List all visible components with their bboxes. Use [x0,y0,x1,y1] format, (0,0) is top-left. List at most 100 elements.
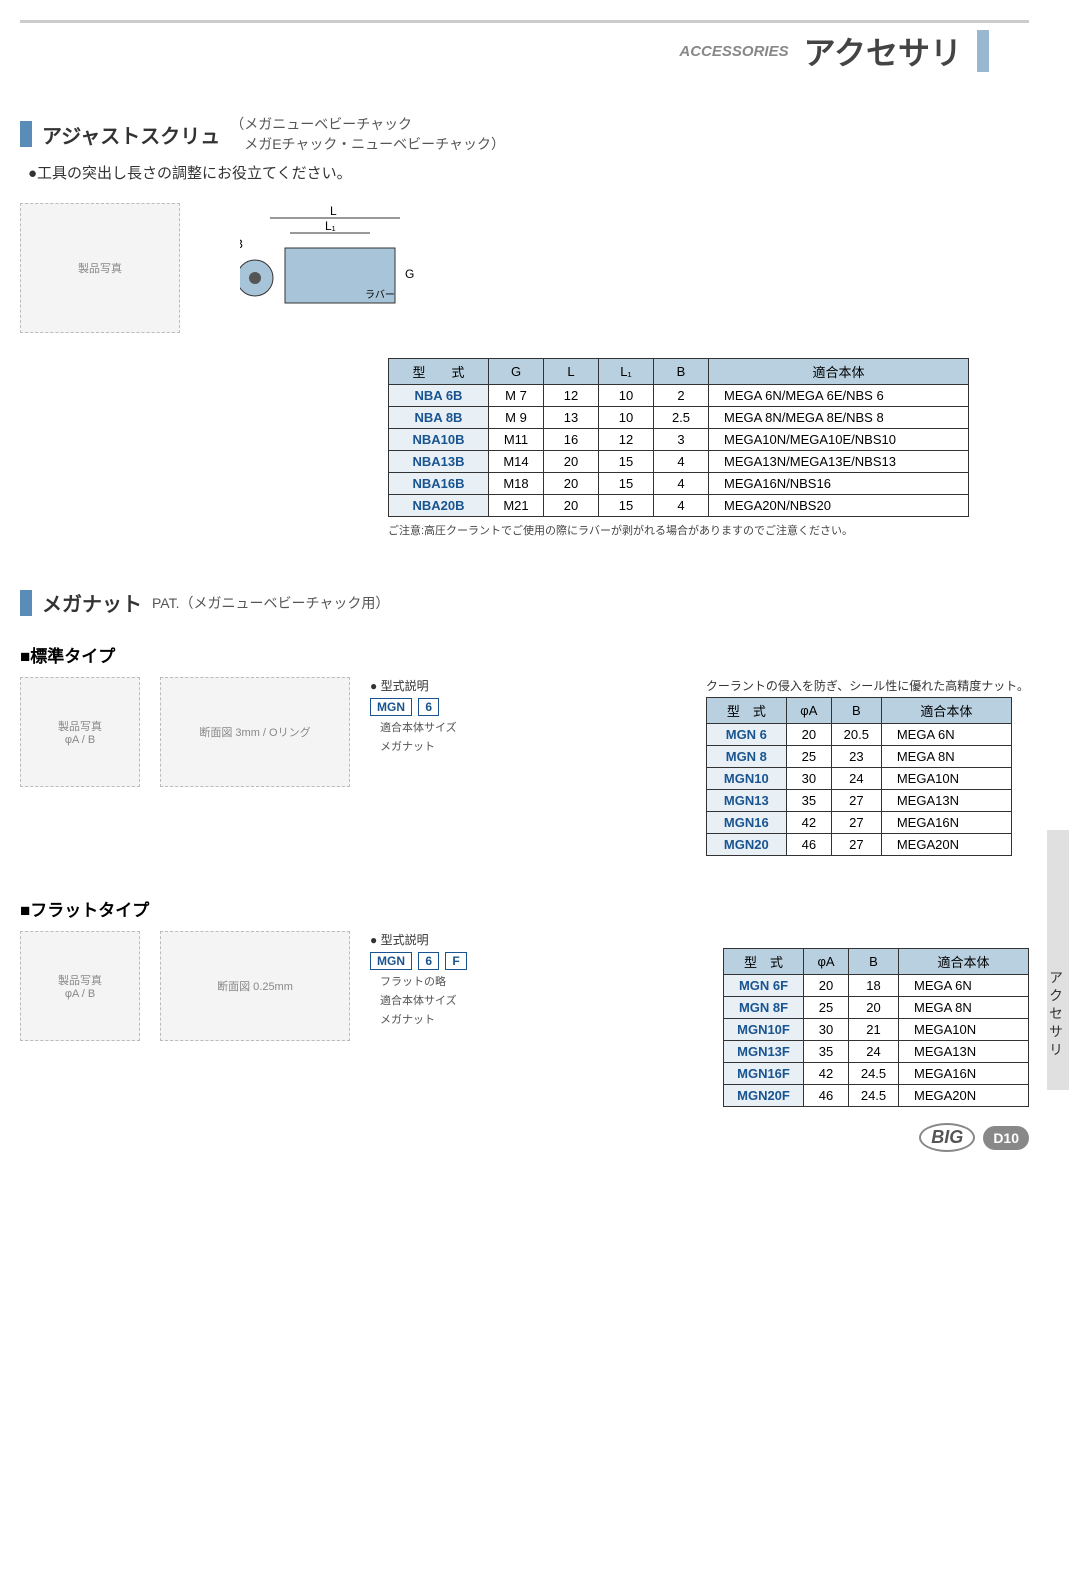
section1-title-text: アジャストスクリュ [42,120,220,149]
table-cell: NBA13B [389,451,489,473]
cross-section-std: 断面図 3mm / Oリング [160,677,350,787]
table-cell: MEGA 6N [881,724,1011,746]
table-cell: MEGA13N/MEGA13E/NBS13 [709,451,969,473]
table-row: MGN164227MEGA16N [706,812,1011,834]
table-header: B [654,359,709,385]
table-cell: 4 [654,451,709,473]
table-cell: MEGA 6N/MEGA 6E/NBS 6 [709,385,969,407]
table-row: MGN103024MEGA10N [706,768,1011,790]
section1-desc: ●工具の突出し長さの調整にお役立てください。 [28,162,1029,183]
table-cell: 2.5 [654,407,709,429]
meganut-flat-table: 型 式φAB適合本体MGN 6F2018MEGA 6NMGN 8F2520MEG… [723,948,1029,1107]
table-cell: 20 [544,495,599,517]
table-cell: 23 [831,746,881,768]
table-header: φA [804,949,849,975]
table-cell: 21 [849,1019,899,1041]
brand-logo: BIG [919,1123,975,1152]
section1-title: アジャストスクリュ （メガニューベビーチャック メガEチャック・ニューベビーチャ… [20,114,1029,154]
table-cell: 42 [786,812,831,834]
table-header: 適合本体 [899,949,1029,975]
model-explain-std: ● 型式説明 MGN 6 適合本体サイズ メガナット [370,677,457,754]
table-row: MGN13F3524MEGA13N [724,1041,1029,1063]
table-cell: MEGA13N [881,790,1011,812]
table-cell: M 7 [489,385,544,407]
table-row: NBA10BM1116123MEGA10N/MEGA10E/NBS10 [389,429,969,451]
table-cell: M18 [489,473,544,495]
table-cell: MEGA10N [899,1019,1029,1041]
table-row: NBA 8BM 913102.5MEGA 8N/MEGA 8E/NBS 8 [389,407,969,429]
table-cell: MEGA 8N [881,746,1011,768]
dim-B: B [240,237,243,251]
table-cell: MGN20 [706,834,786,856]
table-cell: NBA20B [389,495,489,517]
table-cell: NBA 6B [389,385,489,407]
table-cell: 13 [544,407,599,429]
section1-paren: （メガニューベビーチャック メガEチャック・ニューベビーチャック） [230,114,505,154]
table-cell: MGN16F [724,1063,804,1085]
table-cell: 2 [654,385,709,407]
table-cell: 30 [786,768,831,790]
table-cell: MEGA10N/MEGA10E/NBS10 [709,429,969,451]
table-cell: 27 [831,812,881,834]
table-header: 適合本体 [881,698,1011,724]
table-cell: 20 [544,451,599,473]
table-cell: 24 [831,768,881,790]
table-cell: 20 [544,473,599,495]
product-photo-nut-flat: 製品写真φA / B [20,931,140,1041]
table-cell: 27 [831,834,881,856]
table-cell: 25 [786,746,831,768]
table-cell: NBA 8B [389,407,489,429]
table-cell: M11 [489,429,544,451]
table-cell: 12 [544,385,599,407]
header-title: アクセサリ [804,28,962,74]
table-cell: MEGA16N [881,812,1011,834]
table-cell: 27 [831,790,881,812]
table-row: MGN133527MEGA13N [706,790,1011,812]
table-header: φA [786,698,831,724]
table-cell: MEGA16N [899,1063,1029,1085]
table-cell: MEGA20N [881,834,1011,856]
table-cell: MEGA20N [899,1085,1029,1107]
table-cell: MEGA20N/NBS20 [709,495,969,517]
model-explain-flat: ● 型式説明 MGN 6 F フラットの略 適合本体サイズ メガナット [370,931,470,1027]
table-cell: MEGA10N [881,768,1011,790]
table-header: 適合本体 [709,359,969,385]
table-cell: NBA10B [389,429,489,451]
title-bar-icon [20,590,32,616]
table-cell: MGN13 [706,790,786,812]
adjust-screw-table: 型 式GLL₁B適合本体NBA 6BM 712102MEGA 6N/MEGA 6… [388,358,969,517]
table-cell: MEGA 8N [899,997,1029,1019]
table-row: NBA20BM2120154MEGA20N/NBS20 [389,495,969,517]
product-photo-screws: 製品写真 [20,203,180,333]
table-cell: 35 [804,1041,849,1063]
table-cell: 30 [804,1019,849,1041]
table-row: MGN204627MEGA20N [706,834,1011,856]
dimension-diagram-1: L L₁ B G ラバー [240,203,460,338]
table-header: L [544,359,599,385]
table-cell: MEGA13N [899,1041,1029,1063]
table-cell: 18 [849,975,899,997]
flat-type-heading: ■フラットタイプ [20,896,1029,921]
page-number: D10 [983,1126,1029,1150]
table-cell: MGN10F [724,1019,804,1041]
table-cell: 24 [849,1041,899,1063]
table-cell: MEGA 8N/MEGA 8E/NBS 8 [709,407,969,429]
table-row: MGN 8F2520MEGA 8N [724,997,1029,1019]
table-header: 型 式 [706,698,786,724]
table-cell: 12 [599,429,654,451]
table-cell: 10 [599,385,654,407]
table-cell: 25 [804,997,849,1019]
table-row: MGN16F4224.5MEGA16N [724,1063,1029,1085]
table-header: G [489,359,544,385]
table-cell: M21 [489,495,544,517]
label-rubber: ラバー [365,289,395,301]
dim-L1: L₁ [325,219,336,233]
table-header: 型 式 [724,949,804,975]
section2-subtitle: PAT.（メガニューベビーチャック用） [152,593,389,613]
table-cell: MGN20F [724,1085,804,1107]
table-cell: MGN 6F [724,975,804,997]
table-cell: 24.5 [849,1085,899,1107]
table-row: MGN10F3021MEGA10N [724,1019,1029,1041]
meganut-std-table: 型 式φAB適合本体MGN 62020.5MEGA 6NMGN 82523MEG… [706,697,1012,856]
table-header: 型 式 [389,359,489,385]
